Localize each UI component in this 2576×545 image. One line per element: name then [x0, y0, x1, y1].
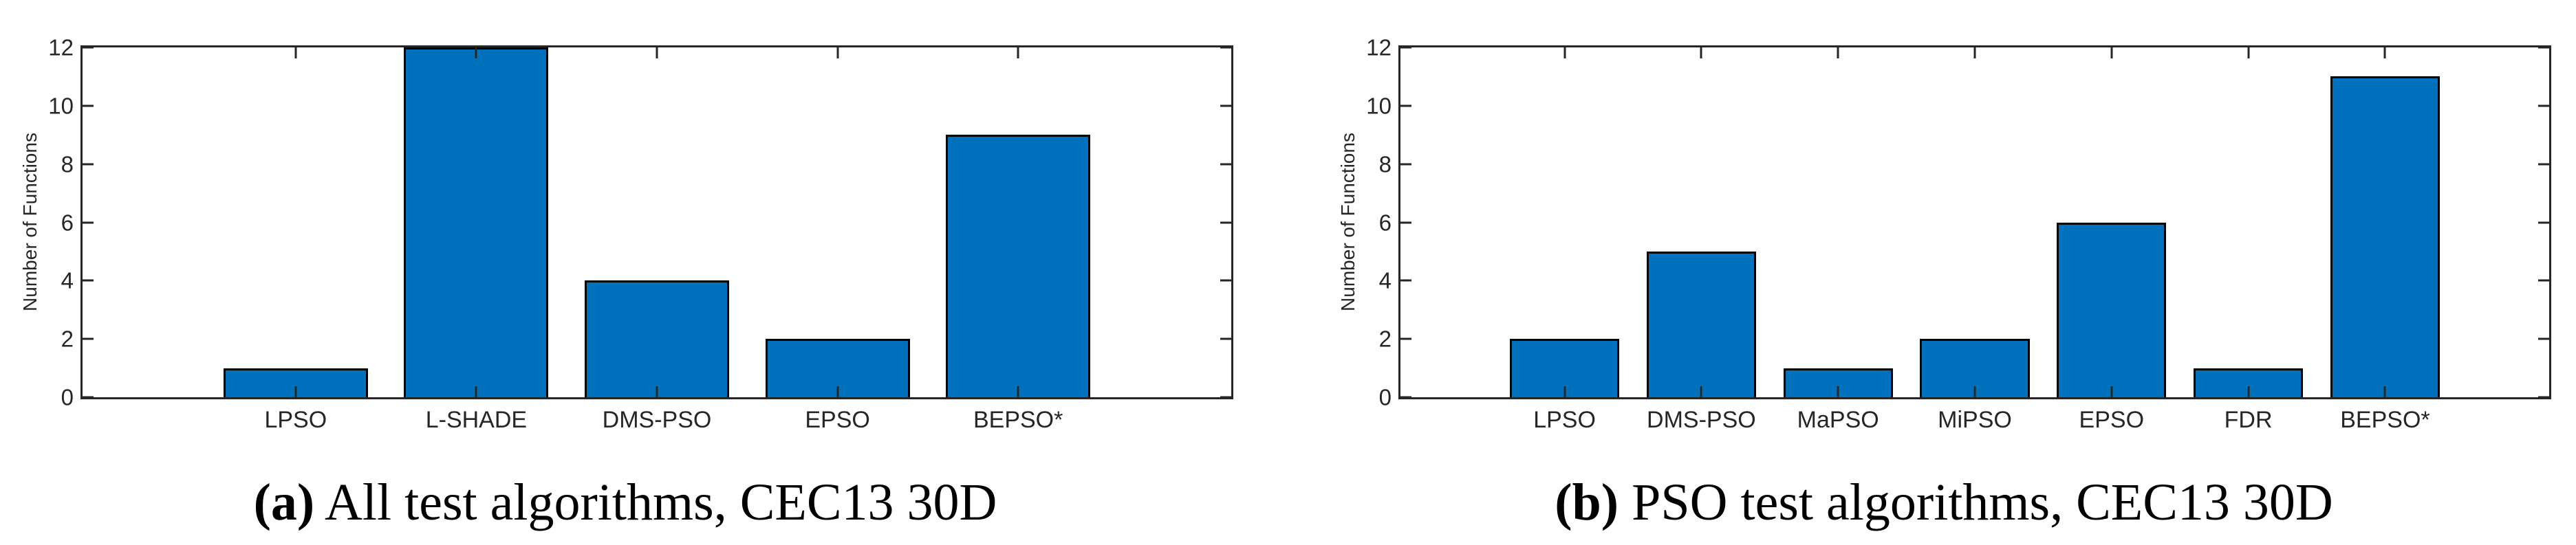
y-tick-label: 12 — [48, 34, 74, 60]
panel-a: Number of Functions 0 2 4 6 8 10 12 LPSO L-SHAD… — [0, 0, 1238, 545]
y-tick-mark — [83, 279, 94, 282]
x-tick-mark — [836, 47, 839, 58]
y-tick-mark — [1220, 163, 1231, 166]
y-tick-label: 6 — [61, 210, 74, 235]
y-tick-mark — [2538, 46, 2549, 49]
y-tick-mark — [83, 46, 94, 49]
x-tick-mark — [2110, 386, 2113, 397]
bar-mapso — [1783, 368, 1893, 397]
y-tick-mark — [2538, 396, 2549, 399]
x-tick-label: BEPSO* — [973, 407, 1063, 433]
x-tick-label: MiPSO — [1938, 407, 2012, 433]
axes-b — [1398, 45, 2551, 399]
y-tick-mark — [1220, 279, 1231, 282]
x-tick-mark — [294, 47, 297, 58]
x-tick-mark — [656, 386, 658, 397]
y-tick-mark — [1400, 396, 1411, 399]
caption-tag: (a) — [253, 474, 315, 531]
y-tick-label: 6 — [1378, 210, 1392, 235]
y-tick-mark — [1400, 46, 1411, 49]
y-tick-mark — [1400, 163, 1411, 166]
y-tick-label: 10 — [48, 93, 74, 119]
bar-l-shade — [404, 47, 549, 397]
x-tick-label: DMS-PSO — [1647, 407, 1756, 433]
x-tick-mark — [2247, 47, 2250, 58]
y-tick-label: 4 — [1378, 267, 1392, 293]
plot-area — [83, 46, 1231, 399]
x-tick-mark — [2383, 47, 2386, 58]
x-tick-label: EPSO — [2079, 407, 2145, 433]
y-tick-label: 12 — [1366, 34, 1392, 60]
y-tick-mark — [1220, 221, 1231, 223]
x-tick-mark — [294, 386, 297, 397]
y-tick-mark — [83, 337, 94, 340]
y-tick-mark — [1220, 46, 1231, 49]
x-tick-mark — [475, 47, 477, 58]
y-tick-mark — [1400, 337, 1411, 340]
y-tick-label: 8 — [1378, 151, 1392, 177]
bar-epso — [2057, 222, 2167, 397]
x-tick-mark — [656, 47, 658, 58]
x-tick-mark — [1700, 386, 1702, 397]
x-tick-mark — [2247, 386, 2250, 397]
x-tick-label: LPSO — [1533, 407, 1596, 433]
x-tick-mark — [2110, 47, 2113, 58]
y-tick-mark — [1220, 337, 1231, 340]
y-tick-mark — [1220, 104, 1231, 107]
x-tick-mark — [1563, 47, 1566, 58]
y-tick-label: 0 — [1378, 384, 1392, 410]
x-tick-mark — [1837, 47, 1839, 58]
bar-bepso- — [946, 135, 1091, 397]
y-tick-mark — [2538, 163, 2549, 166]
bar-bepso- — [2330, 76, 2440, 397]
y-tick-mark — [83, 396, 94, 399]
caption-b: (b) PSO test algorithms, CEC13 30D — [1555, 471, 2333, 533]
caption-tag: (b) — [1555, 474, 1619, 531]
x-tick-label: FDR — [2224, 407, 2273, 433]
x-tick-mark — [836, 386, 839, 397]
x-tick-mark — [1017, 47, 1019, 58]
x-tick-mark — [2383, 386, 2386, 397]
x-tick-label: LPSO — [264, 407, 327, 433]
y-tick-label: 0 — [61, 384, 74, 410]
y-tick-mark — [2538, 104, 2549, 107]
y-tick-label: 2 — [61, 326, 74, 352]
y-tick-mark — [1400, 104, 1411, 107]
x-tick-mark — [1837, 386, 1839, 397]
x-tick-label: BEPSO* — [2340, 407, 2430, 433]
y-tick-mark — [83, 104, 94, 107]
y-tick-label: 8 — [61, 151, 74, 177]
bar-dms-pso — [584, 280, 730, 397]
y-tick-mark — [1220, 396, 1231, 399]
x-tick-label: MaPSO — [1797, 407, 1879, 433]
caption-a: (a) All test algorithms, CEC13 30D — [254, 471, 997, 533]
x-tick-mark — [1563, 386, 1566, 397]
y-tick-label: 4 — [61, 267, 74, 293]
x-tick-label: EPSO — [805, 407, 870, 433]
x-tick-mark — [1700, 47, 1702, 58]
y-tick-label: 2 — [1378, 326, 1392, 352]
caption-text: PSO test algorithms, CEC13 30D — [1632, 474, 2333, 531]
y-tick-mark — [2538, 221, 2549, 223]
plot-area — [1400, 46, 2549, 399]
axes-a — [80, 45, 1233, 399]
x-tick-mark — [1973, 47, 1976, 58]
x-tick-label: DMS-PSO — [602, 407, 712, 433]
y-tick-label: 10 — [1366, 93, 1392, 119]
bar-dms-pso — [1646, 251, 1756, 397]
y-tick-mark — [2538, 337, 2549, 340]
y-tick-mark — [83, 163, 94, 166]
x-tick-mark — [1017, 386, 1019, 397]
caption-text: All test algorithms, CEC13 30D — [325, 474, 997, 531]
y-tick-mark — [1400, 221, 1411, 223]
y-tick-mark — [83, 221, 94, 223]
x-tick-mark — [1973, 386, 1976, 397]
x-tick-mark — [475, 386, 477, 397]
y-tick-mark — [1400, 279, 1411, 282]
x-tick-label: L-SHADE — [425, 407, 528, 433]
y-tick-mark — [2538, 279, 2549, 282]
